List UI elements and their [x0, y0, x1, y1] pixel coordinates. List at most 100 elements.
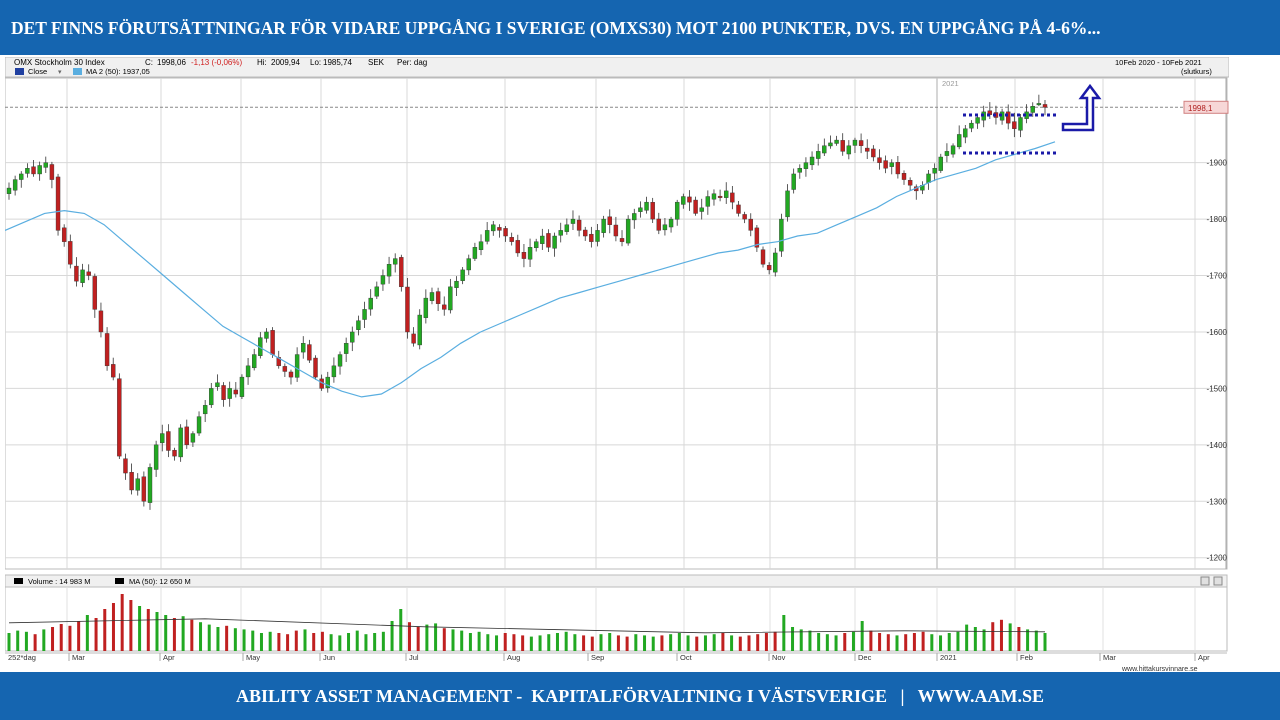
- candlestick: [6, 182, 12, 200]
- candle-body: [221, 385, 226, 400]
- candlestick: [484, 222, 490, 245]
- volume-bar: [999, 619, 1003, 651]
- x-tick-label: Jun: [323, 653, 335, 662]
- candlestick: [527, 238, 533, 267]
- candle-body: [638, 207, 643, 212]
- close-legend-label[interactable]: Close: [28, 67, 47, 76]
- candle-body: [852, 139, 858, 146]
- volume-bar: [956, 631, 960, 651]
- candlestick: [80, 263, 85, 288]
- candlestick: [963, 125, 968, 144]
- candlestick: [98, 302, 104, 338]
- volume-bar: [259, 633, 263, 651]
- candle-body: [172, 449, 177, 457]
- candlestick: [362, 301, 367, 328]
- y-tick-label: -1200: [1207, 554, 1228, 563]
- candle-body: [202, 405, 208, 415]
- candle-body: [331, 365, 337, 378]
- candlestick: [632, 208, 637, 229]
- candlestick: [337, 351, 343, 375]
- volume-bar: [521, 635, 525, 651]
- candlestick: [681, 193, 686, 209]
- candlestick: [724, 182, 729, 204]
- candlestick: [607, 209, 612, 234]
- low-label: Lo:: [310, 58, 321, 67]
- candle-body: [282, 366, 288, 372]
- candle-body: [619, 238, 625, 242]
- candle-body: [632, 213, 637, 221]
- candle-body: [613, 224, 619, 237]
- candlestick: [307, 339, 312, 363]
- candle-body: [889, 162, 894, 167]
- volume-bar: [390, 621, 394, 651]
- footer-banner: ABILITY ASSET MANAGEMENT - KAPITALFÖRVAL…: [0, 672, 1280, 720]
- candlestick: [815, 143, 821, 166]
- y-tick-label: -1900: [1207, 159, 1228, 168]
- candlestick: [368, 289, 373, 316]
- candle-body: [123, 458, 128, 474]
- volume-bar: [799, 629, 803, 651]
- candlestick: [380, 269, 386, 291]
- candle-body: [969, 122, 974, 129]
- candlestick: [178, 424, 183, 462]
- volume-bar: [320, 631, 324, 651]
- candlestick: [521, 243, 527, 268]
- candlestick: [141, 471, 147, 507]
- candlestick: [350, 326, 355, 352]
- candlestick: [435, 287, 441, 312]
- candlestick: [153, 440, 159, 477]
- candlestick: [491, 220, 496, 236]
- candle-body: [31, 166, 36, 175]
- candle-body: [877, 157, 882, 163]
- x-tick-label: Feb: [1020, 653, 1033, 662]
- candle-body: [160, 433, 165, 444]
- volume-bar: [468, 633, 472, 651]
- ma-legend-label[interactable]: MA 2 (50): 1937,05: [86, 67, 150, 76]
- candle-body: [625, 218, 631, 244]
- candlestick: [423, 289, 429, 324]
- candle-body: [270, 330, 275, 355]
- candlestick: [558, 222, 563, 243]
- volume-bar: [965, 624, 969, 651]
- volume-bar: [512, 634, 516, 651]
- candlestick: [662, 218, 668, 236]
- volume-bar: [329, 634, 333, 651]
- candle-body: [337, 354, 343, 367]
- candle-body: [736, 204, 741, 214]
- volume-bar: [791, 627, 795, 651]
- candle-body: [399, 257, 404, 288]
- candlestick: [687, 190, 692, 211]
- candlestick: [644, 196, 649, 214]
- close-legend-dropdown-icon[interactable]: ▾: [58, 69, 62, 76]
- candlestick: [583, 226, 588, 241]
- x-tick-label: May: [246, 653, 260, 662]
- candlestick: [442, 296, 447, 316]
- candlestick: [589, 226, 594, 248]
- volume-bar: [1017, 627, 1021, 651]
- candle-body: [411, 333, 416, 344]
- candle-body: [699, 207, 704, 212]
- candle-body: [607, 216, 612, 225]
- candle-body: [55, 176, 61, 231]
- candle-body: [693, 199, 698, 214]
- candle-body: [956, 134, 962, 148]
- volume-legend-label: Volume : 14 983 M: [28, 577, 91, 586]
- candle-body: [975, 117, 980, 124]
- volume-bar: [503, 633, 507, 651]
- candle-body: [901, 173, 907, 180]
- x-tick-label: Nov: [772, 653, 786, 662]
- slide-title: DET FINNS FÖRUTSÄTTNINGAR FÖR VIDARE UPP…: [11, 18, 1101, 38]
- close-label: C:: [145, 58, 153, 67]
- volume-bar: [817, 633, 821, 651]
- candlestick: [294, 347, 300, 382]
- candle-body: [834, 139, 839, 144]
- volume-bar: [747, 635, 751, 651]
- year-marker-label: 2021: [942, 79, 959, 88]
- candle-body: [497, 227, 502, 231]
- candlestick: [601, 215, 606, 238]
- volume-bar: [303, 629, 307, 651]
- candlestick: [895, 155, 901, 179]
- volume-bar: [677, 633, 681, 651]
- candle-body: [362, 309, 367, 320]
- candle-body: [417, 314, 422, 346]
